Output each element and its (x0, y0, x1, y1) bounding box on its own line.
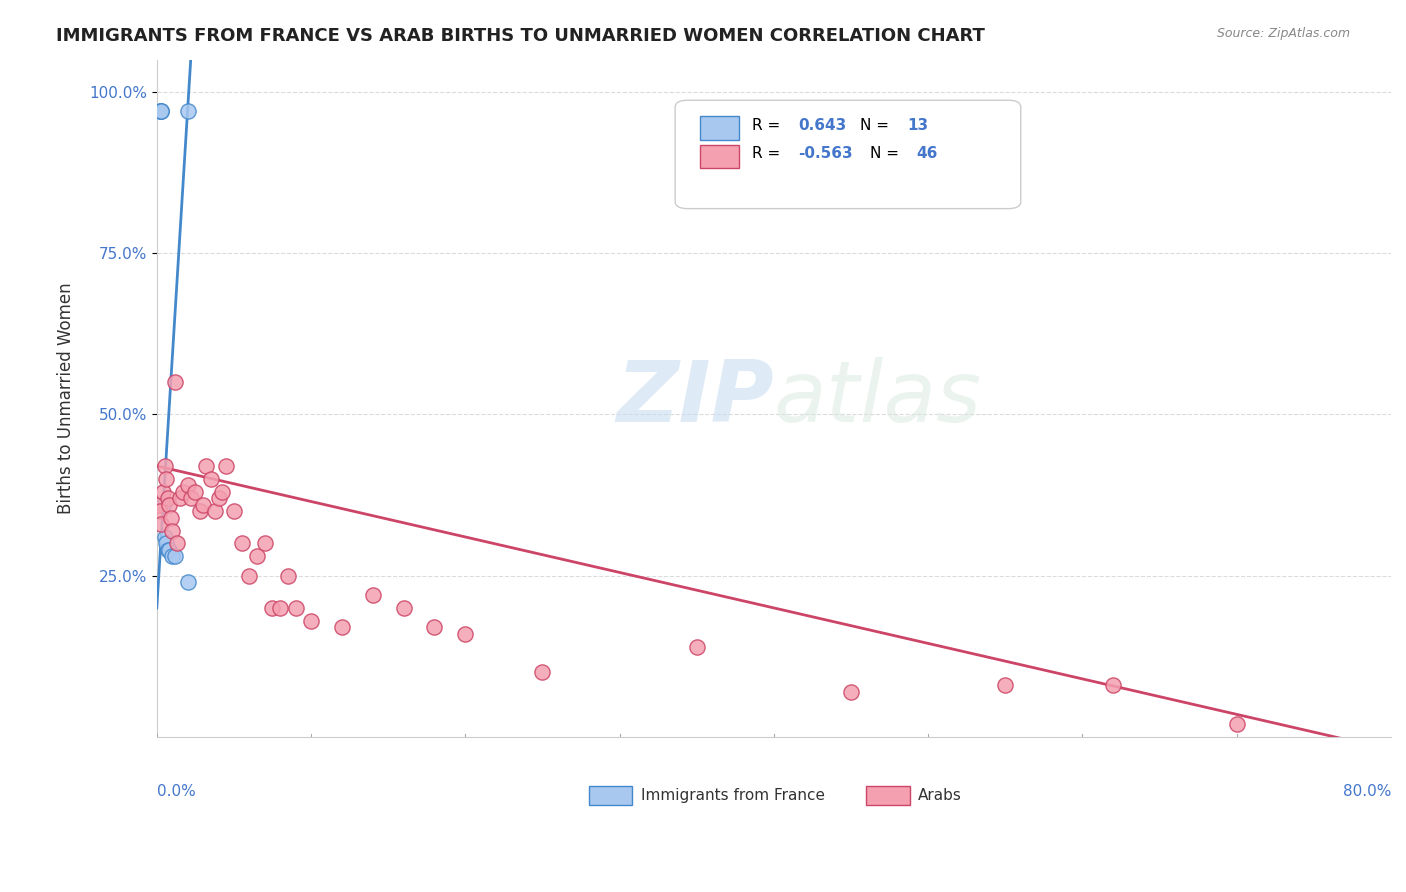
Point (157, 542, 180, 557)
Point (155, 472, 177, 486)
Point (215, 458, 238, 473)
Text: atlas: atlas (773, 357, 981, 440)
Point (176, 478, 198, 492)
Text: Immigrants from France: Immigrants from France (641, 788, 824, 803)
Point (299, 614, 322, 628)
Text: N =: N = (860, 119, 894, 134)
Point (156, 542, 179, 557)
Point (188, 504, 211, 518)
Point (531, 665, 554, 680)
FancyBboxPatch shape (675, 100, 1021, 209)
Point (262, 601, 284, 615)
Point (172, 484, 194, 499)
Point (149, 504, 172, 518)
Point (155, 536, 177, 550)
Point (160, 549, 183, 564)
Point (246, 549, 269, 564)
Point (176, 104, 198, 119)
Text: IMMIGRANTS FROM FRANCE VS ARAB BIRTHS TO UNMARRIED WOMEN CORRELATION CHART: IMMIGRANTS FROM FRANCE VS ARAB BIRTHS TO… (56, 27, 986, 45)
Point (423, 620, 446, 634)
Point (156, 491, 179, 506)
Bar (700, 117, 740, 139)
Point (238, 568, 260, 582)
Point (839, 685, 862, 699)
Point (150, 104, 173, 119)
Point (686, 640, 709, 654)
Text: 80.0%: 80.0% (1343, 784, 1391, 799)
Text: R =: R = (752, 145, 785, 161)
Point (994, 678, 1017, 692)
Y-axis label: Births to Unmarried Women: Births to Unmarried Women (58, 283, 75, 514)
Point (153, 458, 176, 473)
Text: N =: N = (870, 145, 904, 161)
Point (150, 517, 173, 532)
Text: -0.563: -0.563 (799, 145, 853, 161)
Point (195, 458, 218, 473)
Point (1226, 717, 1249, 731)
Point (231, 536, 253, 550)
Point (150, 104, 173, 119)
Bar (700, 145, 740, 168)
Point (153, 530, 176, 544)
Point (222, 504, 245, 518)
Text: ZIP: ZIP (616, 357, 773, 440)
Point (184, 484, 207, 499)
Point (169, 491, 191, 506)
Text: 0.643: 0.643 (799, 119, 846, 134)
Point (392, 601, 415, 615)
Point (176, 575, 198, 590)
Point (361, 588, 384, 602)
Text: Arabs: Arabs (918, 788, 962, 803)
Text: Source: ZipAtlas.com: Source: ZipAtlas.com (1216, 27, 1350, 40)
Bar (866, 786, 910, 805)
Bar (589, 786, 631, 805)
Point (1102, 678, 1125, 692)
Point (159, 510, 181, 524)
Point (277, 568, 299, 582)
Point (160, 524, 183, 538)
Text: 46: 46 (915, 145, 938, 161)
Point (330, 620, 353, 634)
Point (180, 491, 202, 506)
Text: R =: R = (752, 119, 785, 134)
Point (157, 498, 180, 512)
Point (152, 484, 174, 499)
Point (454, 626, 477, 640)
Point (253, 536, 276, 550)
Point (166, 536, 188, 550)
Point (211, 484, 233, 499)
Point (269, 601, 291, 615)
Point (165, 375, 187, 389)
Point (200, 472, 222, 486)
Point (149, 104, 172, 119)
Point (284, 601, 307, 615)
Point (150, 104, 173, 119)
Point (191, 498, 214, 512)
Point (207, 491, 229, 506)
Point (148, 498, 170, 512)
Text: 0.0%: 0.0% (157, 784, 195, 799)
Point (204, 504, 226, 518)
Point (165, 549, 187, 564)
Point (152, 498, 174, 512)
Text: 13: 13 (907, 119, 928, 134)
